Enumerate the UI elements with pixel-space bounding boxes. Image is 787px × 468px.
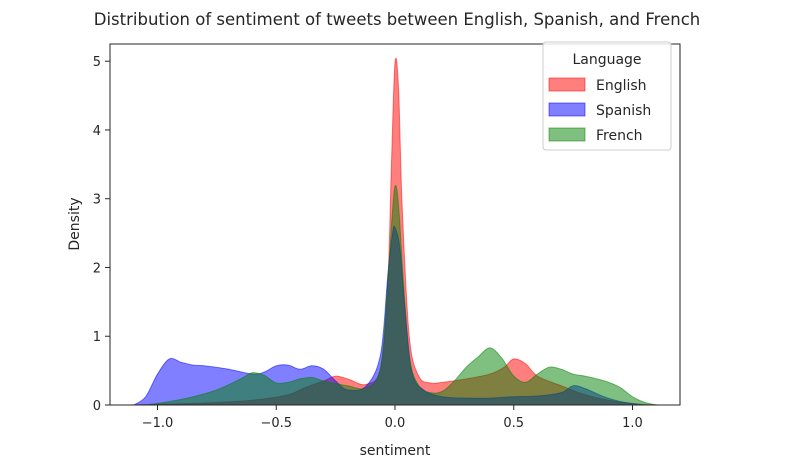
legend-swatch-spanish <box>548 102 586 117</box>
legend-swatch-french <box>548 127 586 142</box>
x-tick-label: −0.5 <box>260 416 292 431</box>
legend-swatch-english <box>548 77 586 92</box>
x-tick-label: 0.0 <box>385 416 406 431</box>
x-axis-label: sentiment <box>360 443 431 459</box>
y-axis-label: Density <box>67 197 83 250</box>
x-tick-label: 1.0 <box>622 416 643 431</box>
x-tick-label: 0.5 <box>503 416 524 431</box>
y-axis: 0 1 2 3 4 5 <box>93 55 110 414</box>
legend-label-spanish: Spanish <box>596 103 651 119</box>
y-tick-label: 1 <box>93 330 101 345</box>
plot-area <box>128 57 662 406</box>
x-tick-label: −1.0 <box>142 416 174 431</box>
legend-frame <box>542 41 672 151</box>
legend-entries: English Spanish French <box>548 77 651 144</box>
y-tick-label: 5 <box>93 55 101 70</box>
density-area-french <box>145 185 657 406</box>
y-tick-label: 2 <box>93 261 101 276</box>
series-layer <box>128 57 662 406</box>
y-tick-label: 0 <box>93 399 101 414</box>
legend: Language English Spanish French <box>542 41 672 151</box>
y-tick-label: 4 <box>93 124 101 139</box>
legend-title: Language <box>572 52 641 68</box>
legend-label-french: French <box>596 128 643 144</box>
y-tick-label: 3 <box>93 193 101 208</box>
legend-label-english: English <box>596 78 647 94</box>
chart-title: Distribution of sentiment of tweets betw… <box>94 10 700 29</box>
x-axis: −1.0 −0.5 0.0 0.5 1.0 <box>142 405 643 431</box>
